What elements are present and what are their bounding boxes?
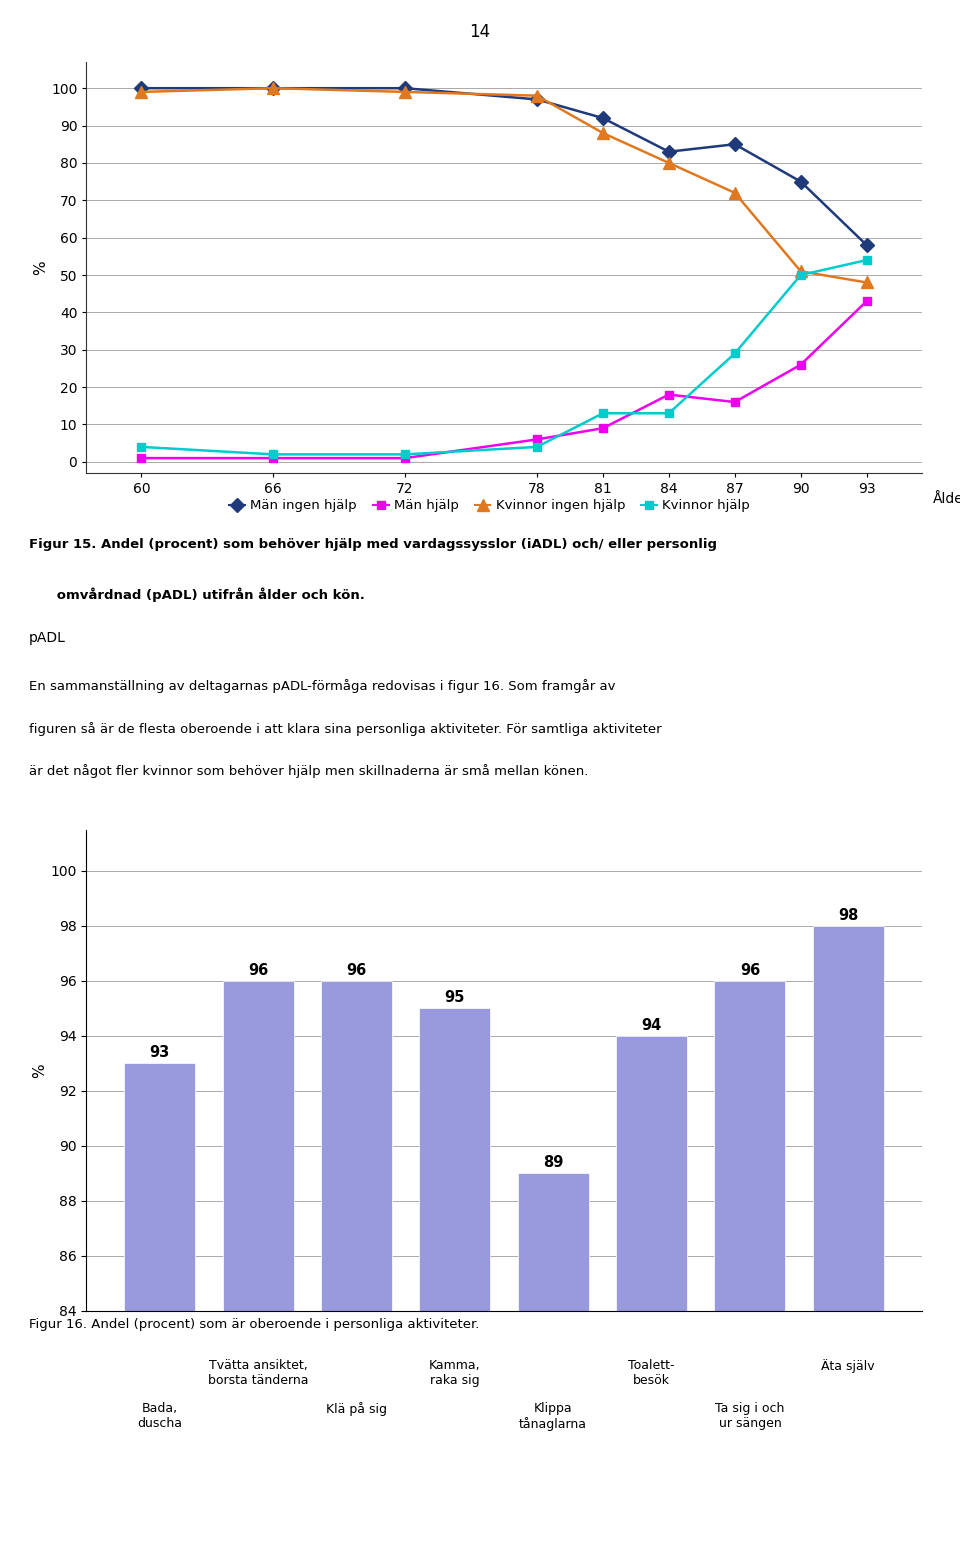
Legend: Män ingen hjälp, Män hjälp, Kvinnor ingen hjälp, Kvinnor hjälp: Män ingen hjälp, Män hjälp, Kvinnor inge… [224, 493, 756, 518]
Text: Ålder: Ålder [932, 492, 960, 506]
Text: Bada,
duscha: Bada, duscha [137, 1402, 182, 1430]
Text: Äta själv: Äta själv [822, 1359, 876, 1373]
Y-axis label: %: % [34, 261, 48, 275]
Text: Tvätta ansiktet,
borsta tänderna: Tvätta ansiktet, borsta tänderna [208, 1359, 308, 1387]
Bar [420, 1008, 491, 1551]
Bar [517, 1173, 588, 1551]
Text: figuren så är de flesta oberoende i att klara sina personliga aktiviteter. För s: figuren så är de flesta oberoende i att … [29, 721, 661, 735]
Text: Ta sig i och
ur sängen: Ta sig i och ur sängen [715, 1402, 784, 1430]
Text: Toalett-
besök: Toalett- besök [628, 1359, 675, 1387]
Text: 94: 94 [641, 1017, 661, 1033]
Text: 96: 96 [347, 963, 367, 977]
Text: omvårdnad (pADL) utifrån ålder och kön.: omvårdnad (pADL) utifrån ålder och kön. [29, 588, 365, 602]
Text: 98: 98 [838, 907, 858, 923]
Text: är det något fler kvinnor som behöver hjälp men skillnaderna är små mellan könen: är det något fler kvinnor som behöver hj… [29, 765, 588, 779]
Bar [125, 1064, 195, 1551]
Text: 96: 96 [248, 963, 268, 977]
Bar [813, 926, 883, 1551]
Bar [223, 980, 294, 1551]
Bar [714, 980, 785, 1551]
Bar [321, 980, 392, 1551]
Text: Figur 16. Andel (procent) som är oberoende i personliga aktiviteter.: Figur 16. Andel (procent) som är oberoen… [29, 1318, 479, 1331]
Bar [616, 1036, 687, 1551]
Text: pADL: pADL [29, 631, 65, 645]
Text: 89: 89 [543, 1155, 564, 1169]
Text: 14: 14 [469, 23, 491, 40]
Text: Klä på sig: Klä på sig [326, 1402, 387, 1416]
Text: 93: 93 [150, 1045, 170, 1059]
Text: En sammanställning av deltagarnas pADL-förmåga redovisas i figur 16. Som framgår: En sammanställning av deltagarnas pADL-f… [29, 679, 615, 693]
Text: Kamma,
raka sig: Kamma, raka sig [429, 1359, 481, 1387]
Y-axis label: %: % [33, 1062, 48, 1078]
Text: 96: 96 [740, 963, 760, 977]
Text: 95: 95 [444, 990, 465, 1005]
Text: Klippa
tånaglarna: Klippa tånaglarna [519, 1402, 588, 1432]
Text: Figur 15. Andel (procent) som behöver hjälp med vardagssysslor (iADL) och/ eller: Figur 15. Andel (procent) som behöver hj… [29, 538, 717, 551]
